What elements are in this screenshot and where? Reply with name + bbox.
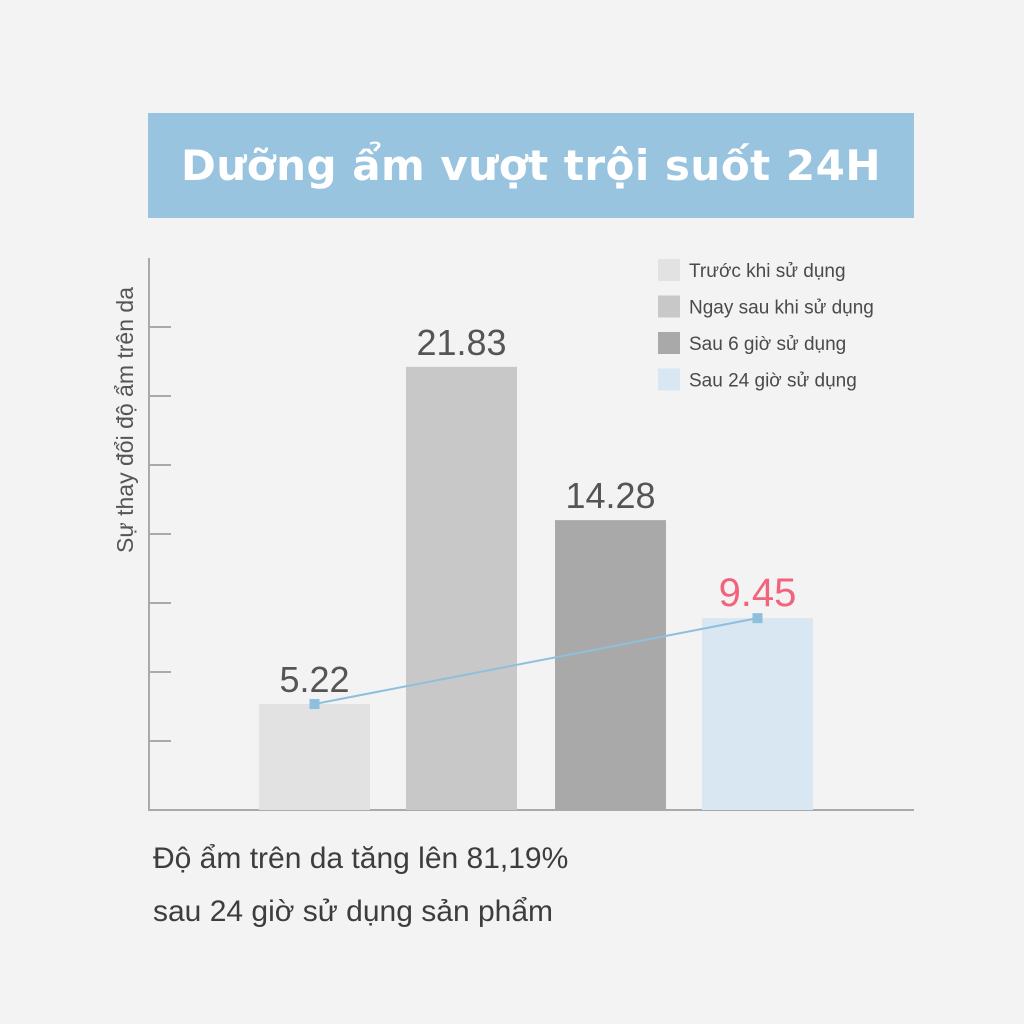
chart-title-banner: Dưỡng ẩm vượt trội suốt 24H [148, 113, 914, 218]
legend-label-3: Sau 6 giờ sử dụng [689, 334, 846, 355]
footnote-line-2: sau 24 giờ sử dụng sản phẩm [153, 895, 554, 928]
bar-value-label: 5.22 [279, 659, 349, 700]
bar-1 [259, 704, 370, 810]
trend-line-segment [314, 617, 758, 706]
bar-4 [702, 618, 813, 810]
legend-label-1: Trước khi sử dụng [689, 261, 846, 282]
bar-value-label: 14.28 [565, 475, 655, 516]
bar-2 [406, 366, 517, 810]
trend-marker [309, 699, 320, 710]
legend-swatch-3 [658, 332, 680, 354]
value-labels: 5.22 21.83 14.28 9.45 [279, 322, 796, 700]
legend-label-4: Sau 24 giờ sử dụng [689, 371, 857, 392]
trend-marker [752, 613, 763, 624]
bar-value-label: 9.45 [719, 571, 797, 615]
chart-title: Dưỡng ẩm vượt trội suốt 24H [181, 141, 881, 190]
footnote-line-1: Độ ẩm trên da tăng lên 81,19% [153, 842, 569, 875]
legend-swatch-4 [658, 368, 680, 391]
legend-swatch-2 [658, 295, 680, 318]
bars [259, 366, 813, 810]
legend: Trước khi sử dụng Ngay sau khi sử dụng Sau… [658, 259, 874, 392]
legend-label-2: Ngay sau khi sử dụng [689, 298, 874, 319]
trend-line [309, 613, 763, 710]
legend-swatch-1 [658, 259, 680, 281]
bar-value-label: 21.83 [416, 322, 506, 363]
bar-3 [555, 520, 666, 810]
y-axis-label: Sự thay đổi độ ẩm trên da [112, 287, 138, 553]
